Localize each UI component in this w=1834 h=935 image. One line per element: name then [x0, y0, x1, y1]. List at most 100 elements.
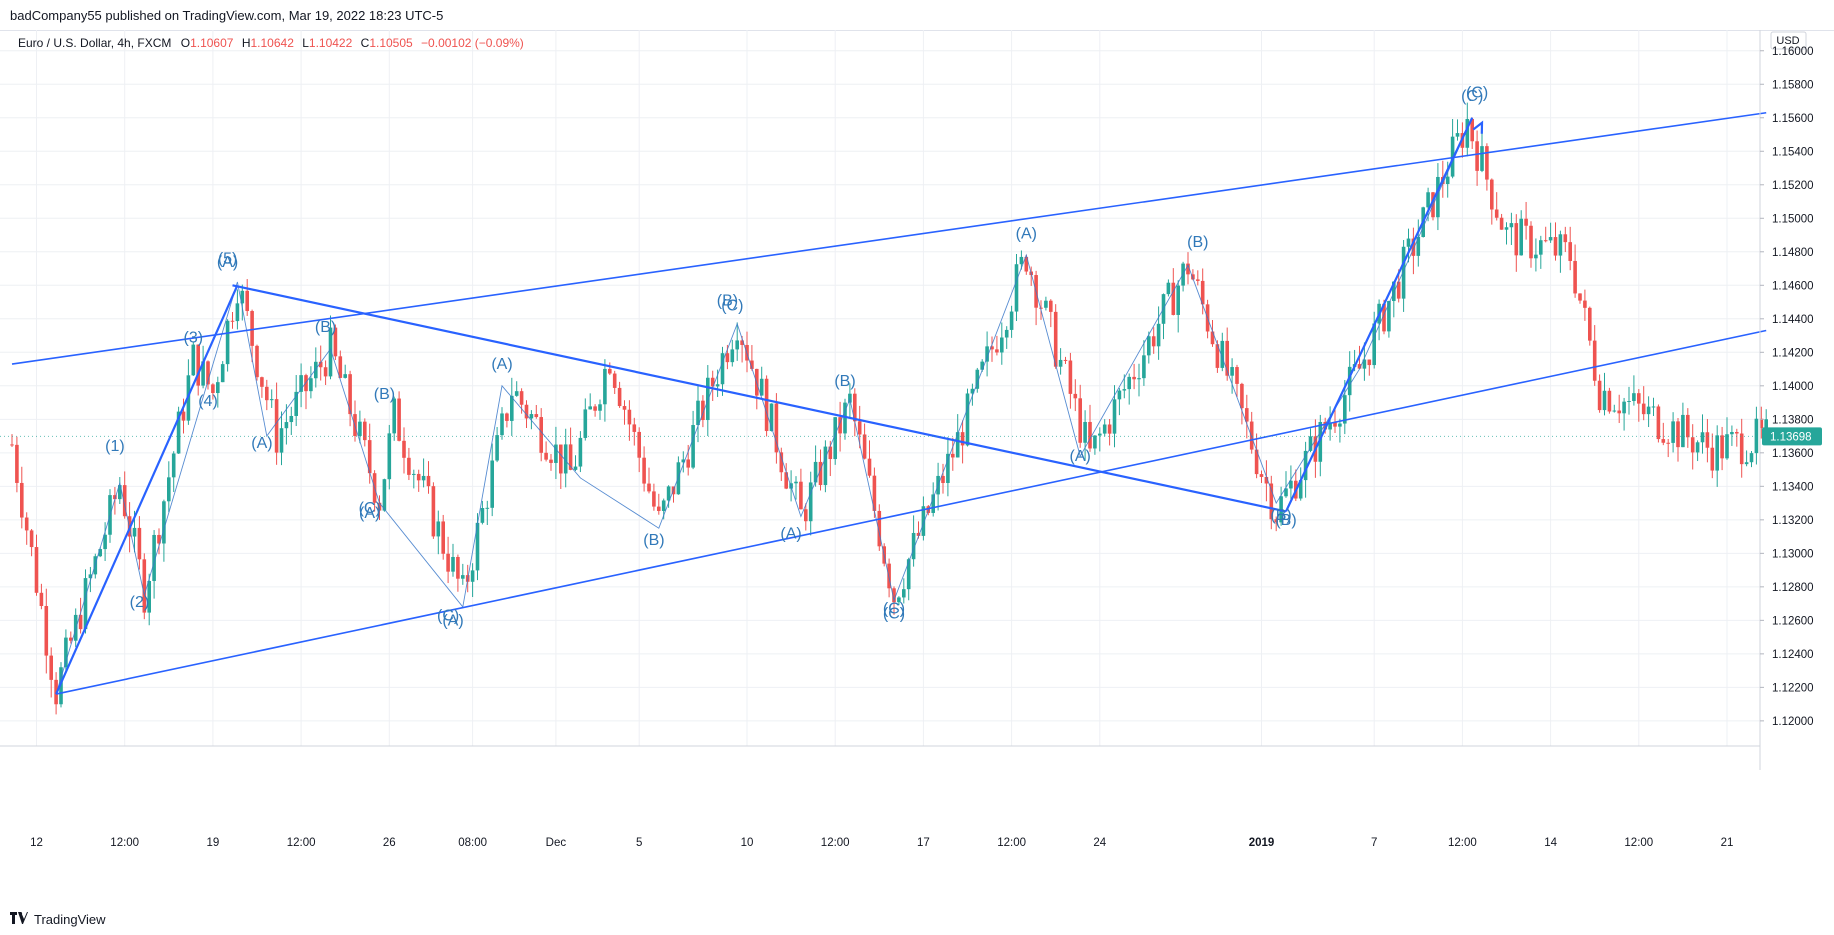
- candle-body: [505, 413, 509, 421]
- candle-body: [691, 425, 695, 468]
- candle-body: [735, 340, 739, 350]
- candle-body: [142, 559, 147, 613]
- candle-body: [441, 521, 445, 554]
- candle-body: [1470, 119, 1474, 142]
- candle-body: [147, 580, 151, 613]
- candle-body: [1107, 424, 1112, 434]
- candle-body: [426, 475, 431, 487]
- candle-body: [1235, 367, 1239, 384]
- candle-body: [284, 422, 289, 429]
- candle-body: [1264, 476, 1269, 484]
- x-tick-label: 21: [1721, 837, 1734, 849]
- candle-body: [343, 374, 347, 378]
- candle-body: [622, 406, 627, 410]
- wave-label: (2): [130, 594, 150, 611]
- candle-body: [1000, 337, 1004, 353]
- candle-body: [1695, 442, 1700, 453]
- candle-body: [1343, 395, 1347, 424]
- candle-body: [1416, 236, 1421, 256]
- candle-body: [1044, 300, 1048, 308]
- y-tick-label: 1.13000: [1772, 548, 1814, 560]
- candle-body: [436, 521, 441, 537]
- chart-svg[interactable]: (1)(2)(3)(4)(5)(A)(A)(B)(B)(C)(A)(A)(C)(…: [0, 30, 1834, 875]
- candle-body: [1436, 176, 1440, 218]
- wave-label: (3): [184, 329, 204, 346]
- wave-label: (5): [218, 251, 238, 268]
- candle-body: [382, 479, 387, 511]
- candle-body: [412, 473, 416, 475]
- wave-label: (C): [721, 297, 743, 314]
- x-tick-label: 14: [1544, 837, 1557, 849]
- candle-body: [696, 400, 700, 426]
- candle-body: [1641, 403, 1646, 415]
- candle-body: [1744, 462, 1749, 465]
- candle-body: [946, 453, 950, 483]
- candle-body: [1284, 488, 1288, 497]
- candle-body: [681, 459, 686, 463]
- candle-body: [906, 559, 911, 590]
- candle-body: [534, 414, 539, 418]
- symbol-name[interactable]: Euro / U.S. Dollar, 4h, FXCM: [18, 36, 172, 50]
- candle-body: [34, 547, 39, 593]
- wave-label: (C): [437, 607, 459, 624]
- y-tick-label: 1.12000: [1772, 716, 1814, 728]
- candle-body: [260, 377, 264, 387]
- candle-body: [1739, 433, 1744, 465]
- candle-body: [593, 406, 597, 411]
- candle-body: [902, 589, 906, 598]
- candle-body: [323, 367, 328, 377]
- candle-body: [1661, 439, 1666, 443]
- candle-body: [965, 393, 970, 446]
- candle-body: [1700, 432, 1705, 443]
- candle-body: [740, 340, 744, 345]
- price-chart[interactable]: (1) (2) (3) (4) (5) (A) (A) (B) (B) (C) (A) (A) (C)(…: [0, 30, 1834, 875]
- candle-body: [348, 374, 352, 415]
- grid-lines: [0, 30, 1760, 746]
- candle-body: [794, 481, 798, 484]
- candle-body: [1362, 359, 1367, 369]
- candle-body: [1171, 282, 1176, 315]
- candle-body: [578, 437, 583, 467]
- candle-body: [529, 414, 534, 419]
- candle-body: [1519, 218, 1523, 256]
- currency-badge[interactable]: [1770, 31, 1807, 50]
- candle-body: [1494, 209, 1499, 218]
- candle-body: [813, 461, 818, 483]
- candle-body: [1730, 431, 1734, 435]
- publish-header: badCompany55 published on TradingView.co…: [0, 0, 1834, 31]
- candle-body: [862, 434, 867, 459]
- y-tick-label: 1.15400: [1772, 146, 1814, 158]
- candle-body: [1480, 146, 1484, 171]
- candle-body: [1759, 418, 1764, 428]
- y-tick-label: 1.13600: [1772, 448, 1814, 460]
- candle-body: [152, 534, 156, 581]
- candle-body: [255, 345, 259, 378]
- candle-body: [985, 346, 989, 362]
- candle-body: [294, 391, 298, 416]
- y-tick-label: 1.14600: [1772, 280, 1814, 292]
- symbol-legend[interactable]: Euro / U.S. Dollar, 4h, FXCM O1.10607 H1…: [18, 36, 524, 50]
- candle-body: [706, 377, 710, 421]
- candle-body: [784, 472, 788, 489]
- candle-body: [1622, 401, 1626, 414]
- y-tick-label: 1.16000: [1772, 46, 1814, 58]
- candle-body: [446, 553, 450, 572]
- candle-body: [759, 378, 764, 396]
- tradingview-brand[interactable]: TradingView: [10, 911, 106, 927]
- candle-body: [921, 506, 926, 536]
- y-tick-label: 1.13800: [1772, 414, 1814, 426]
- candle-body: [666, 486, 671, 501]
- x-tick-label: 12:00: [997, 837, 1026, 849]
- candle-body: [49, 655, 53, 680]
- candle-body: [1607, 390, 1612, 412]
- y-tick-label: 1.12400: [1772, 649, 1814, 661]
- candle-body: [661, 500, 666, 511]
- candle-body: [853, 393, 857, 422]
- high-label: H: [241, 36, 251, 50]
- candle-body: [652, 491, 656, 507]
- candle-body: [1102, 424, 1107, 434]
- y-tick-label: 1.15200: [1772, 180, 1814, 192]
- candle-body: [333, 327, 338, 357]
- candle-body: [931, 494, 935, 513]
- wave-label: (C): [359, 500, 381, 517]
